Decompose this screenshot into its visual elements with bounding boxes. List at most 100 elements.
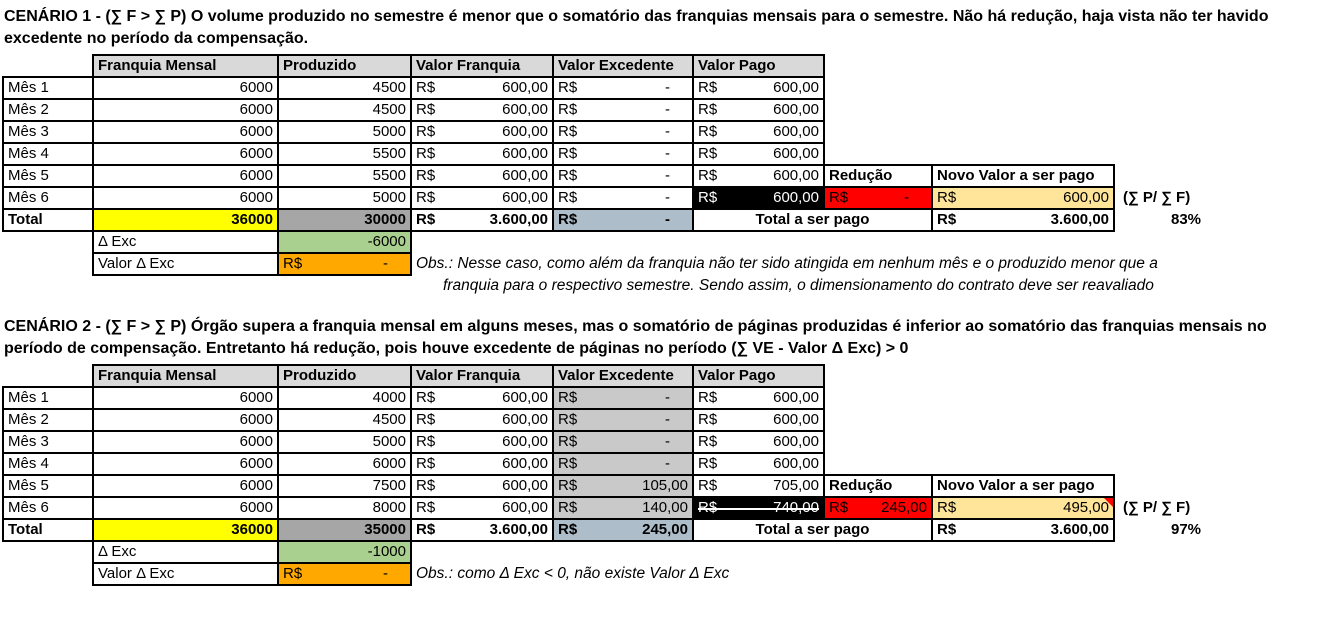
total-franquia-cell: 36000	[92, 208, 279, 232]
table-row: Mês 1 6000 4500 R$ 600,00 R$ - R$ 600,00	[2, 76, 1314, 100]
total-novo-valor-value: 3.600,00	[1050, 211, 1109, 228]
valor-pago-highlight-cell: R$ 600,00	[692, 186, 825, 210]
valor-excedente-cell: R$ -	[552, 120, 694, 144]
valor-pago-value: 600,00	[773, 123, 819, 140]
currency-symbol: R$	[558, 411, 578, 428]
header-row: Franquia Mensal Produzido Valor Franquia…	[3, 364, 1314, 388]
delta-exc-label: Δ Exc	[92, 540, 279, 564]
valor-excedente-value: -	[665, 189, 670, 206]
valor-delta-exc-value: -	[383, 255, 388, 272]
valor-franquia-value: 600,00	[502, 79, 548, 96]
empty-cell	[411, 541, 1314, 563]
reducao-cell: R$ 245,00	[823, 496, 933, 520]
scenario1-title: CENÁRIO 1 - (∑ F > ∑ P) O volume produzi…	[4, 8, 1269, 47]
col-header-valor-excedente: Valor Excedente	[552, 364, 694, 388]
row-label: Mês 6	[2, 186, 94, 210]
valor-excedente-cell: R$ 105,00	[552, 474, 694, 498]
currency-symbol: R$	[416, 389, 436, 406]
scenario2-title: CENÁRIO 2 - (∑ F > ∑ P) Órgão supera a f…	[4, 318, 1267, 357]
row-label: Mês 5	[2, 474, 94, 498]
valor-franquia-cell: R$ 600,00	[410, 474, 554, 498]
valor-delta-exc-cell: R$ -	[277, 252, 412, 276]
valor-excedente-value: 140,00	[642, 499, 688, 516]
valor-delta-exc-cell: R$ -	[277, 562, 412, 586]
empty-cell	[3, 563, 93, 585]
delta-exc-label: Δ Exc	[92, 230, 279, 254]
valor-excedente-cell: R$ -	[552, 164, 694, 188]
table-row: Mês 6 6000 8000 R$ 600,00 R$ 140,00 R$ 740,…	[2, 496, 1314, 520]
franquia-cell: 6000	[92, 76, 279, 100]
valor-excedente-cell: R$ 140,00	[552, 496, 694, 520]
currency-symbol: R$	[698, 499, 718, 516]
currency-symbol: R$	[416, 189, 436, 206]
empty-cell	[1114, 165, 1314, 187]
valor-franquia-cell: R$ 600,00	[410, 98, 554, 122]
valor-franquia-value: 600,00	[502, 433, 548, 450]
valor-excedente-value: -	[665, 123, 670, 140]
obs-text-line1: Obs.: Nesse caso, como além da franquia …	[416, 255, 1158, 272]
total-row: Total 36000 35000 R$ 3.600,00 R$ 245,00 To…	[2, 518, 1314, 542]
valor-pago-value: 740,00	[773, 499, 819, 516]
col-header-valor-excedente: Valor Excedente	[552, 54, 694, 78]
valor-excedente-value: -	[665, 145, 670, 162]
row-label: Mês 2	[2, 408, 94, 432]
total-valor-excedente-cell: R$ 245,00	[552, 518, 694, 542]
table-row: Mês 2 6000 4500 R$ 600,00 R$ - R$ 600,00	[2, 98, 1314, 122]
novo-valor-value: 495,00	[1063, 499, 1109, 516]
produzido-cell: 5000	[277, 186, 412, 210]
currency-symbol: R$	[558, 79, 578, 96]
reducao-value: -	[904, 189, 909, 206]
currency-symbol: R$	[937, 189, 957, 206]
currency-symbol: R$	[698, 411, 718, 428]
empty-cell	[824, 453, 1314, 475]
table-row: Mês 1 6000 4000 R$ 600,00 R$ - R$ 600,00	[2, 386, 1314, 410]
currency-symbol: R$	[416, 211, 436, 228]
table-row: Mês 6 6000 5000 R$ 600,00 R$ - R$ 600,00 R$…	[2, 186, 1314, 210]
valor-pago-cell: R$ 600,00	[692, 452, 825, 476]
total-label: Total	[2, 208, 94, 232]
valor-pago-cell: R$ 600,00	[692, 76, 825, 100]
currency-symbol: R$	[416, 499, 436, 516]
valor-pago-value: 600,00	[773, 455, 819, 472]
col-header-reducao: Redução	[823, 474, 933, 498]
scenario2-table: Franquia Mensal Produzido Valor Franquia…	[2, 364, 1314, 586]
valor-pago-value: 600,00	[773, 389, 819, 406]
empty-cell	[3, 365, 93, 387]
valor-excedente-value: -	[665, 411, 670, 428]
delta-exc-row: Δ Exc -1000	[3, 540, 1314, 564]
currency-symbol: R$	[558, 389, 578, 406]
valor-franquia-cell: R$ 600,00	[410, 76, 554, 100]
currency-symbol: R$	[937, 499, 957, 516]
currency-symbol: R$	[698, 123, 718, 140]
valor-excedente-value: -	[665, 389, 670, 406]
total-franquia-cell: 36000	[92, 518, 279, 542]
col-header-valor-pago: Valor Pago	[692, 364, 825, 388]
currency-symbol: R$	[698, 477, 718, 494]
produzido-cell: 4500	[277, 98, 412, 122]
total-valor-franquia-value: 3.600,00	[489, 211, 548, 228]
total-valor-franquia-cell: R$ 3.600,00	[410, 208, 554, 232]
row-label: Mês 4	[2, 452, 94, 476]
col-header-franquia: Franquia Mensal	[92, 54, 279, 78]
total-row: Total 36000 30000 R$ 3.600,00 R$ - Total a…	[2, 208, 1314, 232]
currency-symbol: R$	[558, 145, 578, 162]
col-header-valor-pago: Valor Pago	[692, 54, 825, 78]
franquia-cell: 6000	[92, 474, 279, 498]
total-produzido-cell: 30000	[277, 208, 412, 232]
valor-excedente-value: -	[665, 167, 670, 184]
valor-pago-value: 600,00	[773, 101, 819, 118]
total-label: Total	[2, 518, 94, 542]
currency-symbol: R$	[698, 101, 718, 118]
produzido-cell: 6000	[277, 452, 412, 476]
valor-excedente-cell: R$ -	[552, 386, 694, 410]
valor-pago-cell: R$ 705,00	[692, 474, 825, 498]
row-label: Mês 1	[2, 386, 94, 410]
total-novo-valor-cell: R$ 3.600,00	[931, 518, 1115, 542]
currency-symbol: R$	[416, 101, 436, 118]
delta-exc-row: Δ Exc -6000	[3, 230, 1314, 254]
row-label: Mês 1	[2, 76, 94, 100]
franquia-cell: 6000	[92, 430, 279, 454]
col-header-produzido: Produzido	[277, 364, 412, 388]
total-a-ser-pago-label: Total a ser pago	[692, 518, 933, 542]
table-row: Mês 5 6000 5500 R$ 600,00 R$ - R$ 600,00 Re…	[2, 164, 1314, 188]
